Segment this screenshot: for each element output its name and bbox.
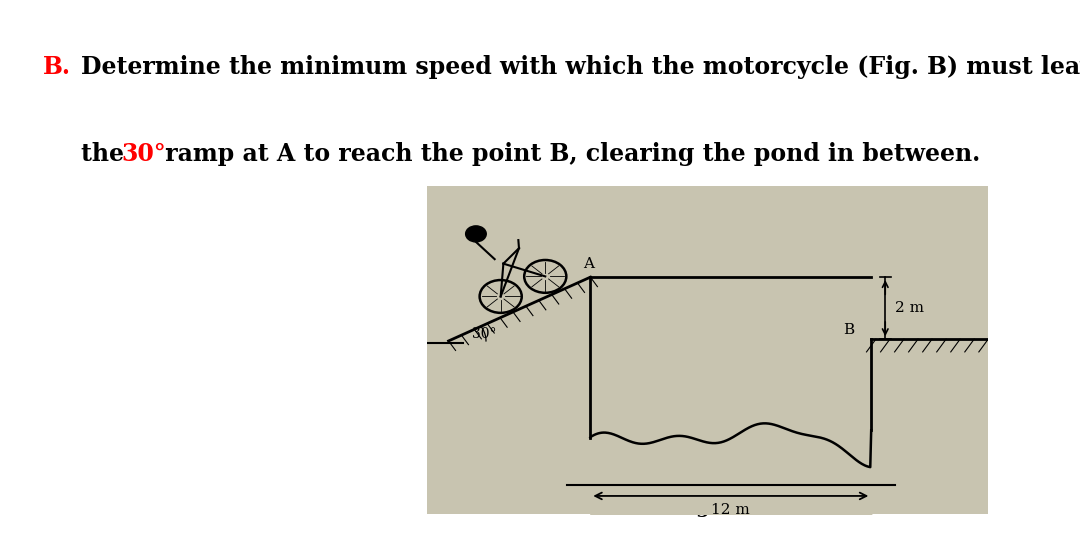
Text: B.: B. [43, 55, 71, 79]
Text: Determine the minimum speed with which the motorcycle (Fig. B) must leave: Determine the minimum speed with which t… [81, 55, 1080, 79]
Text: ramp at A to reach the point B, clearing the pond in between.: ramp at A to reach the point B, clearing… [157, 142, 980, 166]
Circle shape [465, 226, 486, 242]
Text: 30°: 30° [121, 142, 165, 166]
Text: the: the [81, 142, 132, 166]
Text: 12 m: 12 m [712, 503, 751, 517]
Text: Fig. B: Fig. B [675, 499, 740, 517]
Text: A: A [583, 257, 594, 271]
Text: 2 m: 2 m [894, 301, 923, 315]
Text: 30°: 30° [472, 327, 497, 341]
Text: B: B [843, 323, 854, 336]
